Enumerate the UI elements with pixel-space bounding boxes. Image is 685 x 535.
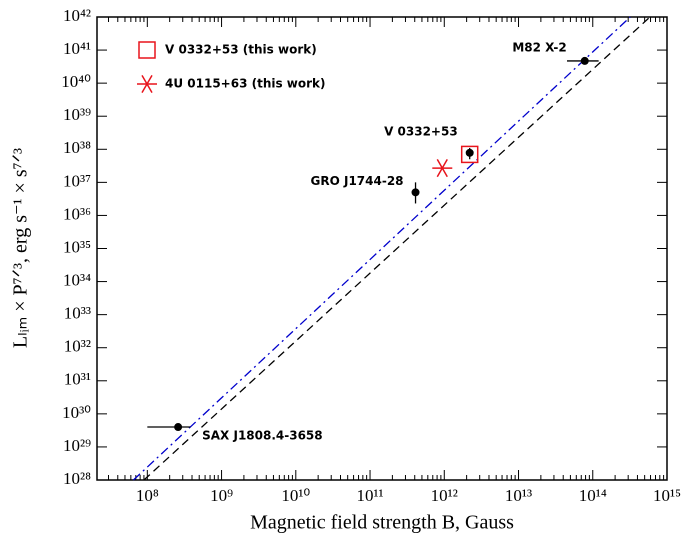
- star-marker: [432, 159, 453, 178]
- y-tick-label: 10²⁸: [63, 469, 91, 488]
- x-tick-label: 10¹²: [431, 486, 458, 505]
- x-tick-label: 10¹⁰: [281, 486, 310, 505]
- y-tick-label: 10⁴¹: [63, 39, 91, 58]
- y-tick-label: 10³⁹: [63, 105, 91, 124]
- x-tick-label: 10⁹: [210, 486, 233, 505]
- y-tick-label: 10³⁸: [63, 138, 91, 157]
- legend-label: 4U 0115+63 (this work): [165, 77, 326, 91]
- point-label: GRO J1744-28: [311, 174, 404, 188]
- legend-marker: [138, 41, 156, 59]
- reference-line: [143, 16, 651, 481]
- y-tick-label: 10⁴²: [63, 6, 91, 25]
- y-tick-label: 10⁴⁰: [61, 72, 91, 91]
- x-tick-label: 10⁸: [136, 486, 159, 505]
- y-tick-label: 10²⁹: [63, 436, 91, 455]
- y-tick-label: 10³⁶: [63, 204, 91, 223]
- point-label: V 0332+53: [384, 124, 458, 138]
- data-point: [174, 423, 183, 432]
- data-point: [411, 188, 420, 197]
- y-axis-label: Lₗᵢₘ × P⁷ᐟ³, erg s⁻¹ × s⁷ᐟ³: [10, 148, 32, 348]
- reference-line: [132, 16, 631, 481]
- legend-label: V 0332+53 (this work): [165, 43, 317, 57]
- data-point: [465, 148, 474, 157]
- square-marker: [460, 145, 479, 164]
- y-tick-label: 10³³: [64, 304, 91, 323]
- y-tick-label: 10³⁰: [62, 403, 91, 422]
- legend-marker: [137, 74, 157, 94]
- data-point: [580, 56, 589, 65]
- y-tick-label: 10³⁵: [63, 237, 91, 256]
- y-tick-label: 10³²: [64, 337, 91, 356]
- y-tick-label: 10³⁷: [63, 171, 91, 190]
- point-label: M82 X-2: [512, 40, 566, 54]
- x-axis-label: Magnetic field strength B, Gauss: [250, 512, 514, 534]
- x-tick-label: 10¹³: [505, 486, 532, 505]
- x-tick-label: 10¹⁵: [653, 486, 681, 505]
- y-tick-label: 10³¹: [64, 370, 91, 389]
- x-tick-label: 10¹⁴: [579, 486, 607, 505]
- x-tick-label: 10¹¹: [356, 486, 383, 505]
- y-tick-label: 10³⁴: [63, 270, 91, 289]
- point-label: SAX J1808.4-3658: [202, 429, 323, 443]
